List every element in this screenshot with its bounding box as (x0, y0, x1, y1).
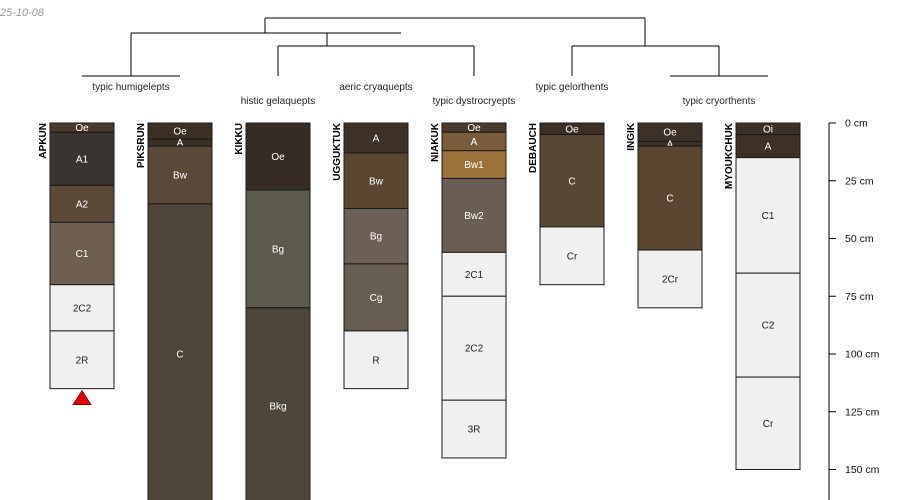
soil-profile: DEBAUCH Oe C Cr (528, 122, 605, 286)
group-label: typic humigelepts (92, 82, 169, 93)
profile-name: PIKSRUN (136, 123, 147, 168)
horizon-label: Cr (763, 419, 774, 430)
horizon-layer (735, 272, 801, 378)
horizon-label: C1 (76, 249, 89, 260)
horizon-layer (147, 145, 213, 205)
horizon-layer (343, 263, 409, 332)
group-label: aeric cryaquepts (339, 82, 412, 93)
horizon-layer (49, 330, 115, 390)
profile-name: APKUN (38, 123, 49, 159)
depth-axis: 0 cm 25 cm 50 cm 75 cm 100 cm 125 cm 150 cm (828, 118, 880, 500)
soil-profile: INGIK OeA C 2Cr (626, 122, 703, 309)
soil-profile: MYOUKCHUK Oi A C1 C2 Cr (724, 122, 801, 471)
horizon-label: Bw1 (464, 160, 484, 171)
profile-name: INGIK (626, 122, 637, 151)
horizon-label: 2C1 (465, 270, 484, 281)
horizon-label: Bg (370, 232, 382, 243)
horizon-label: Oe (565, 124, 579, 135)
horizon-label: Bg (272, 244, 284, 255)
depth-tick-label: 125 cm (845, 406, 880, 418)
horizon-label: 2C2 (465, 344, 484, 355)
horizon-label: Oe (173, 127, 187, 138)
horizon-label: 2C2 (73, 303, 92, 314)
horizon-label: A1 (76, 154, 89, 165)
horizon-label: C (176, 350, 183, 361)
horizon-label: Oe (467, 123, 481, 134)
horizon-label: Bw2 (464, 211, 484, 222)
horizon-layer (343, 152, 409, 209)
horizon-layer (343, 330, 409, 390)
horizon-label: R (372, 355, 379, 366)
soil-profile: UGGUKTUK A Bw Bg Cg R (332, 122, 409, 390)
horizon-layer (735, 157, 801, 274)
horizon-label: C (568, 176, 575, 187)
profile-name: DEBAUCH (528, 123, 539, 173)
horizon-label: Oe (75, 123, 89, 134)
depth-tick-label: 100 cm (845, 349, 880, 361)
soil-profile: PIKSRUN OeA Bw C (136, 122, 213, 500)
horizon-layer (637, 249, 703, 309)
horizon-layer (735, 376, 801, 471)
horizon-label: A2 (76, 199, 89, 210)
horizon-layer (343, 207, 409, 265)
horizon-label: 3R (468, 425, 481, 436)
horizon-layer (539, 226, 605, 286)
profile-name: MYOUKCHUK (724, 122, 735, 189)
profile-name: UGGUKTUK (332, 122, 343, 181)
horizon-layer (441, 177, 507, 253)
horizon-layer (343, 122, 409, 154)
horizon-label: A (177, 138, 184, 149)
horizon-label: Oe (663, 128, 677, 139)
depth-tick-label: 25 cm (845, 175, 874, 187)
soil-profile: APKUN Oe A1 A2 C1 2C2 2R (38, 122, 115, 406)
soil-profile: KIKKU Oe Bg Bkg (234, 122, 311, 500)
horizon-layer (245, 189, 311, 309)
horizon-layer (441, 295, 507, 401)
group-label: histic gelaquepts (241, 96, 316, 107)
horizon-label: C2 (762, 321, 775, 332)
horizon-label: Cr (567, 251, 578, 262)
horizon-layer (49, 284, 115, 332)
horizon-label: Bw (173, 170, 188, 181)
horizon-layer (637, 145, 703, 251)
horizon-label: A (765, 142, 772, 153)
horizon-layer (441, 251, 507, 297)
date-stamp: 25-10-08 (0, 7, 45, 19)
group-labels: typic humigelepts histic gelaquepts aeric … (92, 82, 755, 107)
horizon-label: Bkg (269, 401, 286, 412)
horizon-label: 2Cr (662, 274, 679, 285)
group-label: typic cryorthents (683, 96, 756, 107)
horizon-label: Oe (271, 152, 285, 163)
depth-tick-label: 75 cm (845, 291, 874, 303)
depth-tick-label: 50 cm (845, 233, 874, 245)
horizon-layer (441, 399, 507, 459)
soil-profile: NIAKUK Oe A Bw1 Bw2 2C1 2C2 3R (430, 122, 507, 459)
horizon-label: C1 (762, 211, 775, 222)
group-label: typic dystrocryepts (433, 96, 516, 107)
horizon-label: Bw (369, 176, 384, 187)
profile-name: KIKKU (234, 123, 245, 155)
horizon-label: A (373, 134, 380, 145)
horizon-label: A (471, 137, 478, 148)
horizon-label: Cg (370, 293, 383, 304)
profile-name: NIAKUK (430, 122, 441, 162)
depth-tick-label: 0 cm (845, 118, 868, 130)
horizon-layer (245, 122, 311, 191)
horizon-label: A (667, 139, 674, 150)
depth-tick-label: 150 cm (845, 464, 880, 476)
horizon-label: 2R (76, 355, 89, 366)
dendrogram (82, 17, 768, 77)
group-label: typic gelorthents (536, 82, 609, 93)
horizon-layer (147, 203, 213, 500)
horizon-label: Oi (763, 124, 773, 135)
bottom-marker-triangle (72, 389, 92, 406)
horizon-label: C (666, 194, 673, 205)
horizon-layer (245, 307, 311, 500)
